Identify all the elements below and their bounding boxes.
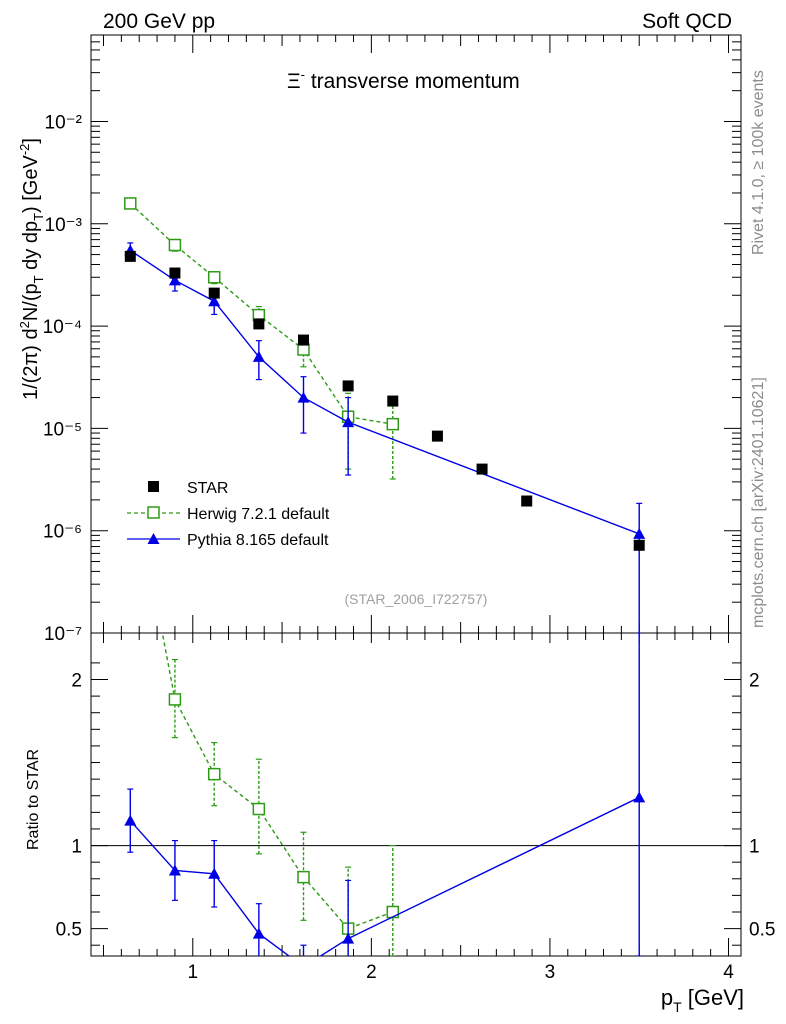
main-y-label: 1/(2π) d2N/(pT dy dpT) [GeV-2] bbox=[17, 138, 46, 400]
ratio-y-tick-label-right: 2 bbox=[749, 670, 760, 691]
main-point-star bbox=[476, 463, 488, 475]
main-point-pythia bbox=[633, 527, 646, 539]
main-y-tick-label: 10⁻⁶ bbox=[43, 522, 82, 543]
ratio-point-herwig bbox=[207, 767, 221, 781]
legend-label-herwig: Herwig 7.2.1 default bbox=[187, 506, 330, 523]
ratio-point-pythia bbox=[208, 867, 221, 879]
main-point-star bbox=[521, 495, 533, 507]
main-point-herwig bbox=[386, 417, 400, 431]
ratio-series-pythia bbox=[124, 633, 646, 972]
legend: STAR Herwig 7.2.1 default Pythia 8.165 d… bbox=[127, 480, 330, 549]
header-left: 200 GeV pp bbox=[103, 10, 215, 33]
legend-marker-star bbox=[148, 481, 159, 492]
main-point-pythia bbox=[168, 274, 181, 286]
header-right: Soft QCD bbox=[642, 10, 732, 33]
main-y-tick-label: 10⁻² bbox=[45, 112, 83, 133]
main-point-star bbox=[208, 287, 220, 299]
ratio-point-herwig bbox=[125, 458, 136, 469]
main-series-star bbox=[124, 250, 645, 551]
main-point-pythia bbox=[252, 350, 265, 362]
ratio-point-herwig bbox=[252, 802, 266, 816]
main-point-star bbox=[431, 430, 443, 442]
legend-label-pythia: Pythia 8.165 default bbox=[187, 532, 329, 549]
main-y-tick-label: 10⁻⁴ bbox=[43, 317, 82, 338]
ratio-point-pythia bbox=[298, 961, 310, 972]
ratio-point-pythia bbox=[124, 814, 137, 826]
legend-marker-herwig bbox=[147, 506, 160, 519]
plot-title: Ξ- transverse momentum bbox=[287, 67, 520, 93]
ratio-point-herwig bbox=[168, 693, 182, 706]
rivet-label: Rivet 4.1.0, ≥ 100k events bbox=[750, 70, 767, 255]
ratio-y-tick-label: 1 bbox=[71, 837, 82, 858]
ratio-frame bbox=[90, 632, 742, 957]
analysis-watermark: (STAR_2006_I722757) bbox=[345, 591, 488, 607]
ratio-y-tick-label-right: 0.5 bbox=[749, 920, 775, 941]
main-point-star bbox=[342, 380, 354, 392]
legend-label-star: STAR bbox=[187, 480, 228, 497]
main-point-star bbox=[169, 267, 181, 279]
main-y-tick-label: 10⁻³ bbox=[45, 215, 83, 236]
ratio-point-pythia bbox=[342, 932, 355, 944]
ratio-y-tick-label-right: 1 bbox=[749, 837, 760, 858]
main-y-tick-label: 10⁻⁷ bbox=[44, 624, 82, 645]
ratio-series-herwig bbox=[125, 458, 400, 956]
main-point-star bbox=[253, 318, 265, 330]
main-point-herwig bbox=[207, 271, 221, 284]
ratio-y-tick-label: 2 bbox=[71, 670, 82, 691]
ratio-point-pythia bbox=[633, 791, 646, 803]
main-point-herwig bbox=[297, 343, 310, 356]
main-point-herwig bbox=[168, 238, 182, 252]
main-point-star bbox=[387, 395, 399, 407]
legend-marker-pythia bbox=[147, 533, 160, 544]
main-point-star bbox=[633, 539, 645, 551]
x-tick-label: 4 bbox=[723, 962, 734, 983]
ratio-panel: 1 2 3 4 0.5 0.5 1 1 2 2 bbox=[56, 458, 775, 983]
main-panel: 10⁻⁷ 10⁻⁶ 10⁻⁵ 10⁻⁴ 10⁻³ 10⁻² bbox=[43, 34, 741, 645]
x-tick-label: 3 bbox=[545, 962, 556, 983]
ratio-y-label: Ratio to STAR bbox=[25, 749, 42, 850]
main-point-star bbox=[124, 250, 136, 262]
ratio-point-herwig bbox=[297, 870, 310, 884]
main-point-pythia bbox=[297, 391, 310, 403]
x-tick-label: 2 bbox=[366, 962, 377, 983]
ratio-y-tick-label: 0.5 bbox=[56, 920, 82, 941]
mcplots-label: mcplots.cern.ch [arXiv:2401.10621] bbox=[750, 377, 767, 628]
ratio-point-pythia bbox=[252, 927, 265, 939]
main-y-tick-label: 10⁻⁵ bbox=[43, 419, 82, 440]
main-point-star bbox=[298, 334, 309, 346]
main-point-pythia bbox=[208, 295, 221, 307]
x-tick-label: 1 bbox=[187, 962, 198, 983]
main-point-pythia bbox=[342, 416, 355, 428]
ratio-point-pythia bbox=[168, 864, 181, 876]
main-series-herwig bbox=[124, 197, 400, 480]
x-axis-label: pT [GeV] bbox=[661, 985, 744, 1015]
ratio-point-herwig bbox=[386, 905, 400, 919]
main-point-herwig bbox=[124, 197, 137, 210]
ratio-line-pythia bbox=[129, 796, 640, 956]
main-series-pythia bbox=[124, 242, 646, 633]
